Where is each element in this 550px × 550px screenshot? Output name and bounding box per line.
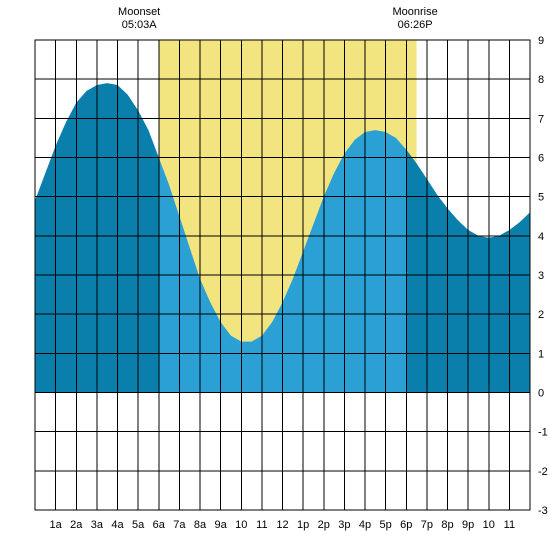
x-tick-label: 1p <box>297 519 309 531</box>
x-tick-label: 12 <box>276 519 288 531</box>
moonrise-time: 06:26P <box>398 19 433 31</box>
y-tick-label: -1 <box>538 427 548 439</box>
x-tick-label: 8a <box>194 519 207 531</box>
x-tick-label: 1a <box>50 519 63 531</box>
x-tick-label: 6p <box>400 519 412 531</box>
y-tick-label: 5 <box>538 192 544 204</box>
x-tick-label: 4a <box>111 519 124 531</box>
x-tick-label: 3a <box>91 519 104 531</box>
x-tick-label: 7p <box>421 519 433 531</box>
moonset-time: 05:03A <box>122 19 158 31</box>
x-tick-label: 7a <box>173 519 186 531</box>
x-tick-label: 10 <box>235 519 247 531</box>
y-tick-label: -2 <box>538 466 548 478</box>
y-tick-label: 4 <box>538 231 544 243</box>
x-tick-label: 5p <box>380 519 392 531</box>
x-tick-label: 10 <box>483 519 495 531</box>
y-tick-label: 3 <box>538 270 544 282</box>
y-tick-label: 1 <box>538 348 544 360</box>
x-tick-label: 11 <box>256 519 267 531</box>
y-tick-label: 9 <box>538 35 544 47</box>
y-tick-label: 8 <box>538 74 544 86</box>
x-tick-label: 9a <box>215 519 228 531</box>
x-tick-label: 2p <box>318 519 330 531</box>
moonrise-label: Moonrise <box>392 6 437 18</box>
y-tick-label: 7 <box>538 113 544 125</box>
y-tick-label: 2 <box>538 309 544 321</box>
x-tick-label: 11 <box>504 519 515 531</box>
x-tick-label: 9p <box>462 519 474 531</box>
x-tick-label: 2a <box>70 519 83 531</box>
y-tick-label: -3 <box>538 505 548 517</box>
tide-chart: -3-2-101234567891a2a3a4a5a6a7a8a9a101112… <box>0 0 550 550</box>
x-tick-label: 8p <box>441 519 453 531</box>
x-tick-label: 5a <box>132 519 145 531</box>
y-tick-label: 6 <box>538 153 544 165</box>
moonset-label: Moonset <box>118 6 160 18</box>
y-tick-label: 0 <box>538 388 544 400</box>
x-tick-label: 6a <box>153 519 166 531</box>
x-tick-label: 3p <box>338 519 350 531</box>
x-tick-label: 4p <box>359 519 371 531</box>
